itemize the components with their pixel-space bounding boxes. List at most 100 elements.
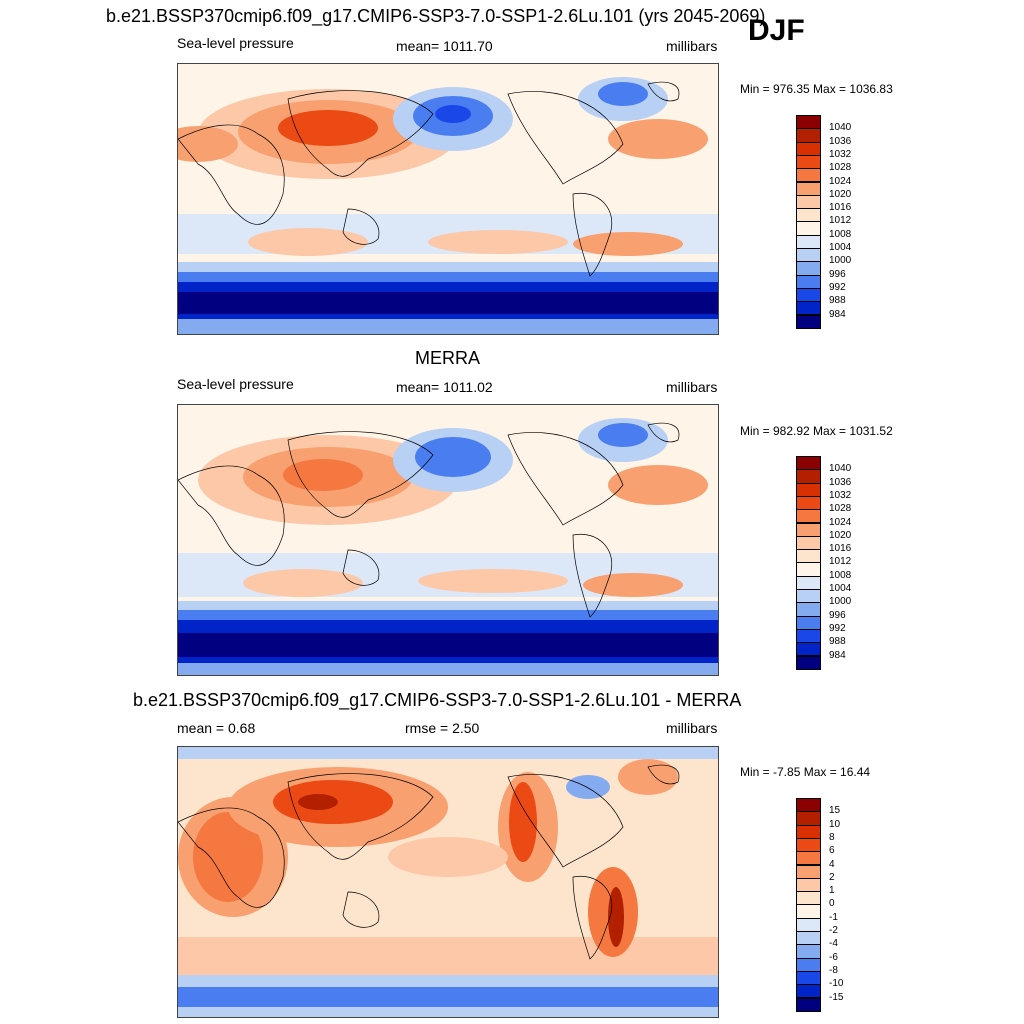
slp-colorbar-swatch <box>796 602 821 617</box>
diff-colorbar-label: -10 <box>829 978 844 990</box>
slp-colorbar-swatch <box>796 495 821 511</box>
slp-colorbar-label: 984 <box>829 649 846 661</box>
slp-colorbar-label: 1012 <box>829 215 852 227</box>
diff-colorbar-swatch <box>796 984 821 999</box>
panel2-map <box>177 404 719 676</box>
panel3-map-plot <box>178 747 718 1017</box>
diff-colorbar-label: -4 <box>829 938 838 950</box>
panel1-variable-label: Sea-level pressure <box>177 35 294 51</box>
panel2-minmax: Min = 982.92 Max = 1031.52 <box>740 424 893 438</box>
slp-colorbar-swatch <box>796 115 821 130</box>
slp-colorbar-swatch <box>796 221 821 236</box>
panel2-map-plot <box>178 405 718 675</box>
slp-colorbar-swatch <box>796 642 821 657</box>
diff-colorbar-label: 1 <box>829 885 835 897</box>
panel2-variable-label: Sea-level pressure <box>177 376 294 392</box>
diff-colorbar-swatch <box>796 891 821 906</box>
slp-colorbar-label: 988 <box>829 636 846 648</box>
slp-colorbar-swatch <box>796 181 821 196</box>
slp-colorbar-swatch <box>796 128 821 143</box>
slp-colorbar-label: 1000 <box>829 596 852 608</box>
slp-colorbar-swatch <box>796 194 821 210</box>
slp-colorbar-label: 1008 <box>829 228 852 240</box>
slp-colorbar-swatch <box>796 589 821 604</box>
diff-colorbar-label: -1 <box>829 911 838 923</box>
slp-colorbar-swatch <box>796 234 821 249</box>
diff-colorbar-swatch <box>796 877 821 893</box>
diff-colorbar-swatch <box>796 957 821 972</box>
diff-colorbar-swatch <box>796 917 821 932</box>
slp-colorbar-swatch <box>796 615 821 630</box>
slp-colorbar-swatch <box>796 509 821 524</box>
diff-colorbar-label: 6 <box>829 845 835 857</box>
diff-colorbar-swatch <box>796 837 821 853</box>
slp-colorbar-swatch <box>796 469 821 484</box>
slp-colorbar-label: 992 <box>829 281 846 293</box>
diff-colorbar-swatch <box>796 997 821 1012</box>
panel2-units-label: millibars <box>666 379 718 395</box>
slp-colorbar-swatch <box>796 522 821 537</box>
panel1-units-label: millibars <box>666 38 718 54</box>
slp-colorbar-swatch <box>796 168 821 183</box>
panel2-title: MERRA <box>415 348 481 368</box>
slp-colorbar-swatch <box>796 456 821 471</box>
slp-colorbar-label: 1032 <box>829 148 852 160</box>
slp-colorbar-label: 988 <box>829 295 846 307</box>
diff-colorbar-label: -2 <box>829 925 838 936</box>
slp-colorbar-label: 1032 <box>829 489 852 501</box>
slp-colorbar-label: 1016 <box>829 543 852 555</box>
panel1-mean-label: mean= 1011.70 <box>396 38 493 54</box>
slp-colorbar-swatch <box>796 301 821 316</box>
diff-colorbar-swatch <box>796 931 821 946</box>
diff-colorbar-swatch <box>796 904 821 919</box>
slp-colorbar-swatch <box>796 482 821 497</box>
slp-colorbar-swatch <box>796 208 821 223</box>
slp-colorbar-label: 1000 <box>829 255 852 267</box>
slp-colorbar-label: 984 <box>829 308 846 320</box>
slp-colorbar-label: 1004 <box>829 242 852 253</box>
slp-colorbar-swatch <box>796 575 821 590</box>
slp-colorbar-label: 1040 <box>829 122 852 134</box>
diff-colorbar-swatch <box>796 864 821 879</box>
diff-colorbar-label: 8 <box>829 831 835 843</box>
diff-colorbar-label: -6 <box>829 951 838 963</box>
diff-colorbar-swatch <box>796 811 821 826</box>
panel3-units-label: millibars <box>666 720 718 736</box>
slp-colorbar-swatch <box>796 154 821 170</box>
slp-colorbar-label: 1008 <box>829 569 852 581</box>
diff-colorbar-swatch <box>796 824 821 839</box>
slp-colorbar-label: 1024 <box>829 175 852 187</box>
slp-colorbar-label: 1012 <box>829 556 852 568</box>
diff-colorbar-swatch <box>796 798 821 813</box>
slp-colorbar-label: 996 <box>829 609 846 621</box>
panel1-title: b.e21.BSSP370cmip6.f09_g17.CMIP6-SSP3-7.… <box>106 6 766 26</box>
panel2-mean-label: mean= 1011.02 <box>396 379 493 395</box>
slp-colorbar-swatch <box>796 549 821 564</box>
slp-colorbar-swatch <box>796 655 821 670</box>
diff-colorbar-label: -15 <box>829 991 844 1003</box>
slp-colorbar-label: 992 <box>829 622 846 634</box>
slp-colorbar-swatch <box>796 248 821 263</box>
slp-colorbar-label: 1020 <box>829 529 852 541</box>
slp-colorbar-swatch <box>796 287 821 303</box>
diff-colorbar-label: 0 <box>829 898 835 910</box>
diff-colorbar-label: 4 <box>829 858 835 870</box>
diff-colorbar-label: -8 <box>829 964 838 976</box>
slp-colorbar-label: 1028 <box>829 162 852 174</box>
diff-colorbar-swatch <box>796 970 821 986</box>
slp-colorbar-label: 1020 <box>829 188 852 200</box>
slp-colorbar-swatch <box>796 261 821 276</box>
slp-colorbar-label: 1016 <box>829 202 852 214</box>
diff-colorbar-label: 10 <box>829 818 841 830</box>
slp-colorbar-label: 1040 <box>829 463 852 475</box>
panel1-map <box>177 63 719 335</box>
slp-colorbar-swatch <box>796 535 821 551</box>
slp-colorbar-swatch <box>796 141 821 156</box>
panel1-map-plot <box>178 64 718 334</box>
diff-colorbar-label: 15 <box>829 805 841 817</box>
slp-colorbar-label: 996 <box>829 268 846 280</box>
slp-colorbar-swatch <box>796 628 821 644</box>
diff-colorbar-swatch <box>796 944 821 959</box>
diff-colorbar-swatch <box>796 851 821 866</box>
diff-colorbar-label: 2 <box>829 871 835 883</box>
